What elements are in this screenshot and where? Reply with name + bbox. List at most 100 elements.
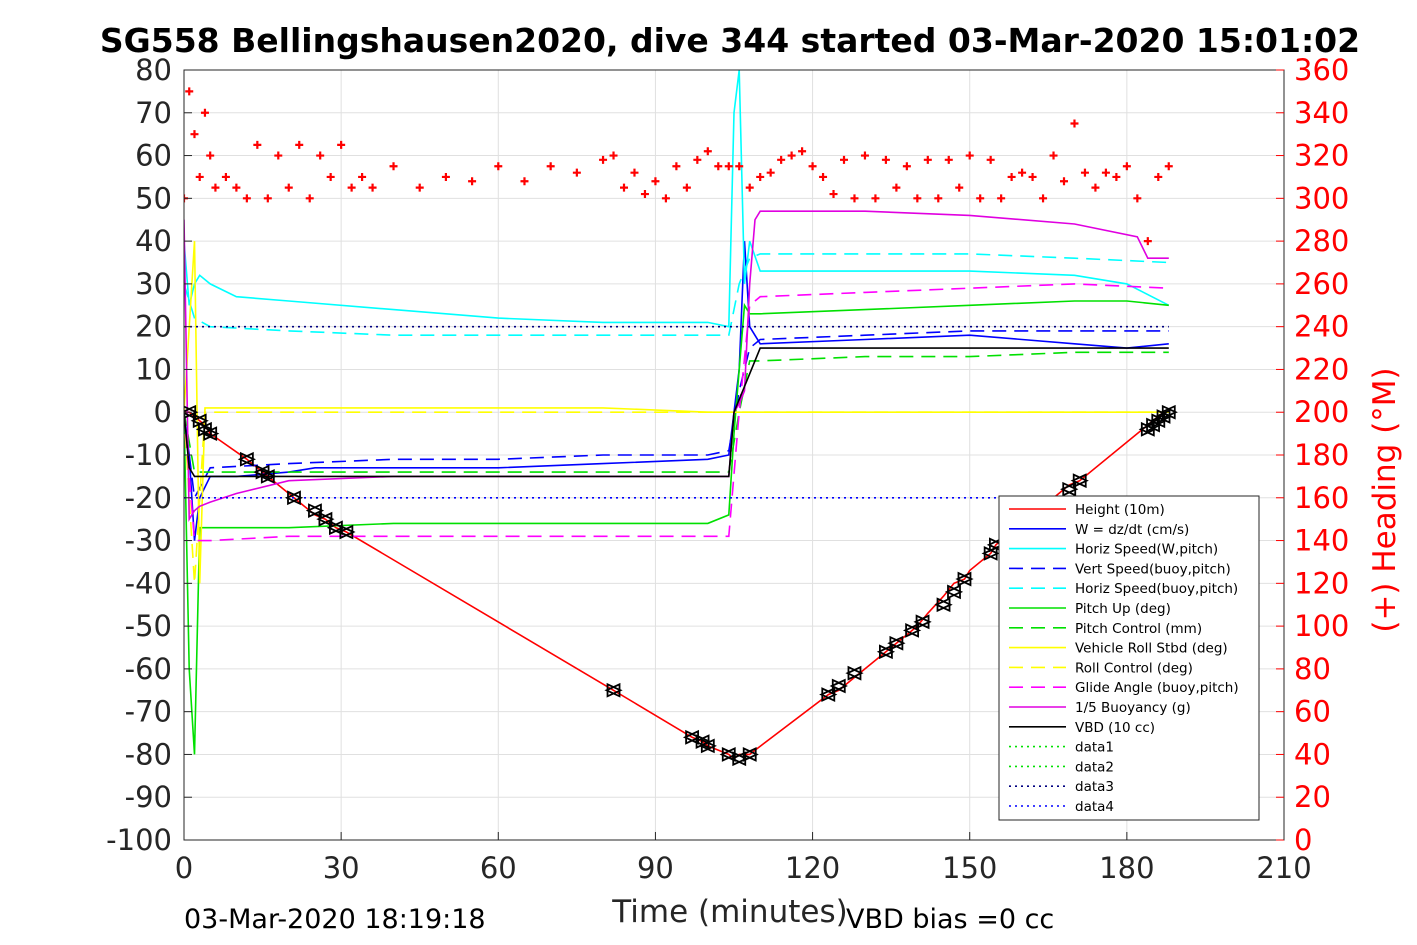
series-line <box>184 300 1169 755</box>
heading-point <box>703 147 712 156</box>
y2-tick-label: 40 <box>1294 737 1331 771</box>
x-tick-label: 180 <box>1099 851 1154 885</box>
legend-entry: data3 <box>1009 779 1114 795</box>
legend-entry: W = dz/dt (cm/s) <box>1009 522 1189 538</box>
heading-point <box>1018 168 1027 177</box>
legend-box <box>998 495 1260 821</box>
vbd-marker <box>740 747 759 762</box>
heading-point <box>242 194 251 203</box>
heading-point <box>546 162 555 171</box>
x-tick-label: 90 <box>637 851 674 885</box>
heading-point <box>1143 237 1152 246</box>
vbd-marker <box>1159 404 1178 420</box>
vbd-marker <box>258 468 277 484</box>
heading-point <box>1007 172 1016 181</box>
heading-point <box>871 194 880 203</box>
vbd-marker-right <box>821 687 838 702</box>
heading-point <box>358 172 367 181</box>
y-tick-label: -70 <box>125 695 172 729</box>
vbd-marker <box>682 729 702 745</box>
legend-label: Height (10m) <box>1075 502 1165 518</box>
vbd-marker <box>902 622 922 638</box>
legend-label: data3 <box>1075 779 1114 795</box>
vbd-marker-right <box>936 597 953 613</box>
legend-label: W = dz/dt (cm/s) <box>1075 522 1189 538</box>
heading-point <box>965 151 974 160</box>
y2-tick-label: 60 <box>1294 695 1331 729</box>
heading-point <box>1112 172 1121 181</box>
heading-point <box>1070 119 1079 128</box>
vbd-marker-right <box>831 678 848 694</box>
vbd-marker <box>934 597 953 613</box>
legend-entry: Height (10m) <box>1009 502 1165 518</box>
y-tick-label: 50 <box>135 181 172 215</box>
vbd-marker <box>305 503 325 519</box>
vbd-marker <box>730 751 749 767</box>
heading-point <box>955 183 964 192</box>
vbd-marker-right <box>287 490 304 506</box>
legend-entry: Pitch Up (deg) <box>1009 601 1171 617</box>
y-tick-label: 70 <box>135 96 172 130</box>
heading-point <box>211 183 220 192</box>
y-tick-label: -60 <box>125 652 172 686</box>
y-tick-label: 20 <box>135 310 172 344</box>
heading-point <box>284 183 293 192</box>
legend-label: Pitch Up (deg) <box>1075 601 1171 617</box>
vbd-marker <box>1070 473 1089 489</box>
vbd-marker-right <box>308 503 325 519</box>
heading-point <box>206 151 215 160</box>
vbd-marker <box>237 451 257 467</box>
heading-point <box>195 172 204 181</box>
heading-point <box>441 172 450 181</box>
y2-tick-label: 0 <box>1294 823 1312 857</box>
legend-entry: Horiz Speed(W,pitch) <box>1009 542 1218 558</box>
series-line <box>184 351 1169 473</box>
heading-point <box>630 168 639 177</box>
y2-tick-label: 140 <box>1294 524 1349 558</box>
heading-point <box>724 162 733 171</box>
legend-entry: Glide Angle (buoy,pitch) <box>1009 680 1239 696</box>
legend-label: Pitch Control (mm) <box>1075 621 1202 637</box>
heading-point <box>881 155 890 164</box>
bottom-axis-ticks: 0 30 60 90 120 150 180 210 <box>175 832 1312 885</box>
heading-point <box>672 162 681 171</box>
y-tick-label: -10 <box>125 438 172 472</box>
legend-label: Vert Speed(buoy,pitch) <box>1075 561 1231 577</box>
y-tick-label: -20 <box>125 481 172 515</box>
vbd-marker <box>955 571 974 587</box>
x-tick-label: 30 <box>323 851 360 885</box>
legend-label: 1/5 Buoyancy (g) <box>1075 700 1191 716</box>
legend-entry: Pitch Control (mm) <box>1009 621 1202 637</box>
y2-tick-label: 240 <box>1294 310 1349 344</box>
heading-point <box>415 183 424 192</box>
y-tick-label: 30 <box>135 267 172 301</box>
heading-point <box>468 177 477 186</box>
heading-point <box>714 162 723 171</box>
vbd-marker-right <box>847 665 864 681</box>
heading-point <box>735 162 744 171</box>
x-axis-label: Time (minutes) <box>611 894 847 930</box>
heading-point <box>1028 172 1037 181</box>
vbd-marker-right <box>184 405 199 419</box>
vbd-marker <box>887 635 906 651</box>
heading-point <box>1080 168 1089 177</box>
y-tick-label: 60 <box>135 139 172 173</box>
y2-tick-label: 100 <box>1294 609 1349 643</box>
heading-point <box>253 140 262 149</box>
heading-point <box>185 87 194 96</box>
heading-point <box>651 177 660 186</box>
heading-point <box>1039 194 1048 203</box>
legend-label: VBD (10 cc) <box>1075 720 1155 736</box>
vbd-marker-right <box>1161 404 1178 420</box>
heading-point <box>808 162 817 171</box>
heading-point <box>661 194 670 203</box>
vbd-marker-right <box>947 584 964 600</box>
vbd-marker-right <box>879 644 896 660</box>
heading-point <box>263 194 272 203</box>
y-tick-label: -90 <box>125 780 172 814</box>
vbd-marker <box>284 490 304 506</box>
heading-point <box>756 172 765 181</box>
y-tick-label: 80 <box>135 53 172 87</box>
vbd-marker-right <box>905 622 922 638</box>
series-line <box>184 347 1169 478</box>
